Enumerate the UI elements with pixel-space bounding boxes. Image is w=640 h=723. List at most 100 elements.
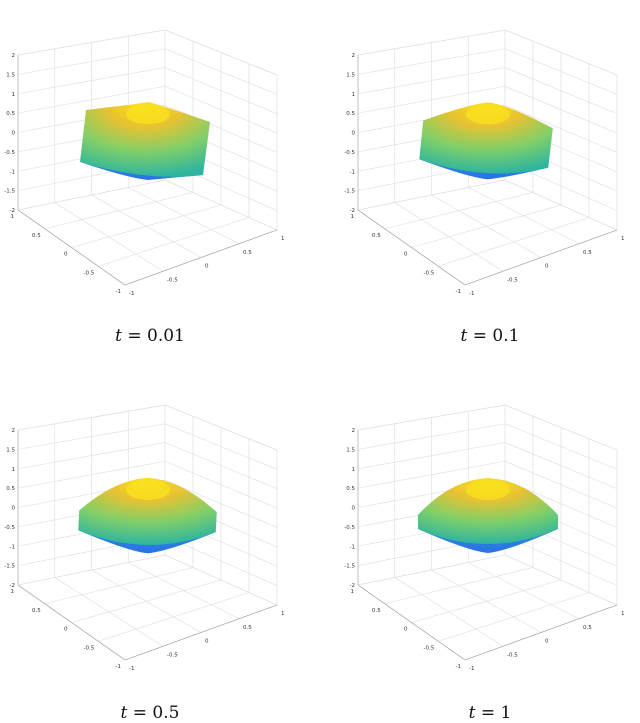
z-tick-label: -0.5 xyxy=(344,525,355,531)
z-tick-label: 2 xyxy=(352,428,356,434)
z-tick-label: 0.5 xyxy=(6,111,15,117)
surface-top xyxy=(80,102,210,177)
z-tick-label: -1.5 xyxy=(4,564,15,570)
z-tick-label: 0 xyxy=(352,506,356,512)
caption-4: t = 1 xyxy=(340,703,640,723)
z-tick-label: 2 xyxy=(12,53,16,59)
z-tick-label: -2 xyxy=(350,583,355,589)
z-tick-label: -2 xyxy=(350,208,355,214)
z-tick-label: 1.5 xyxy=(6,72,15,78)
caption-3-value: = 0.5 xyxy=(132,703,180,723)
y-tick-label: 0 xyxy=(404,252,408,258)
x-tick-label: -0.5 xyxy=(167,277,178,283)
y-tick-label: 0 xyxy=(404,627,408,633)
y-tick-label: 0.5 xyxy=(32,608,41,614)
z-tick-label: -1.5 xyxy=(344,564,355,570)
y-tick-label: 0 xyxy=(64,252,68,258)
z-tick-label: 0.5 xyxy=(346,486,355,492)
z-tick-label: -2 xyxy=(10,208,15,214)
z-tick-label: 2 xyxy=(352,53,356,59)
z-tick-label: -1.5 xyxy=(4,189,15,195)
plot-panel-3: 2 1.5 1 0.5 0 -0.5 -1 -1.5 -2 1 0.5 0 -0.5 -1 -1 -0.5 0 0… xyxy=(4,404,305,705)
surface-plot-2: 21.510.50-0.5-1-1.5-210.50-0.5-1 -1-0.500… xyxy=(344,29,625,297)
surface-highlight xyxy=(126,104,170,124)
y-tick-label: 0.5 xyxy=(32,233,41,239)
caption-2-value: = 0.1 xyxy=(472,326,520,346)
surface-highlight xyxy=(466,104,510,125)
z-tick-label: 1 xyxy=(12,92,16,98)
z-tick-label: -0.5 xyxy=(4,525,15,531)
surface xyxy=(418,478,558,553)
x-tick-label: 0 xyxy=(545,264,549,270)
x-tick-label: -0.5 xyxy=(507,277,518,283)
x-tick-label: 1 xyxy=(281,236,285,242)
z-tick-label: -1 xyxy=(10,544,15,550)
x-tick-label: 0.5 xyxy=(243,625,252,631)
x-tick-label: 1 xyxy=(621,611,625,617)
z-tick-label: -1 xyxy=(10,169,15,175)
z-tick-label: 1 xyxy=(12,467,16,473)
z-tick-label: 0 xyxy=(12,131,16,137)
surface xyxy=(80,102,210,180)
y-tick-label: -1 xyxy=(116,289,121,295)
y-tick-label: 1 xyxy=(11,589,15,595)
surface-highlight xyxy=(126,479,170,500)
caption-3-var: t xyxy=(120,703,128,723)
y-tick-label: -1 xyxy=(116,664,121,670)
caption-3: t = 0.5 xyxy=(0,703,300,723)
surface-plot-1: 21.510.50-0.5-1-1.5-210.50-0.5-1 -1-0.500… xyxy=(4,29,285,297)
y-tick-label: 1 xyxy=(11,214,15,220)
x-tick-label: -1 xyxy=(469,666,474,672)
surface-plot-3: 21.510.50-0.5-1-1.5-210.50-0.5-1 -1-0.500… xyxy=(4,404,285,672)
x-tick-label: 0.5 xyxy=(583,625,592,631)
y-tick-label: -0.5 xyxy=(424,645,435,651)
caption-2-var: t xyxy=(460,326,468,346)
plot-panel-2: 2 1.5 1 0.5 0 -0.5 -1 -1.5 -2 1 0.5 0 -0.5 -1 -1 -0.5 0 0… xyxy=(344,29,640,330)
x-tick-label: 0 xyxy=(205,639,209,645)
z-tick-label: 0 xyxy=(352,131,356,137)
y-tick-label: 1 xyxy=(351,589,355,595)
y-tick-label: 0.5 xyxy=(372,608,381,614)
y-tick-label: 0 xyxy=(64,627,68,633)
surface-top xyxy=(78,477,217,545)
y-tick-label: -1 xyxy=(456,289,461,295)
surface-highlight xyxy=(466,480,510,500)
y-tick-label: 0.5 xyxy=(372,233,381,239)
z-tick-label: -0.5 xyxy=(344,150,355,156)
caption-1: t = 0.01 xyxy=(0,326,300,346)
x-tick-label: 1 xyxy=(281,611,285,617)
z-tick-label: 0.5 xyxy=(6,486,15,492)
y-tick-label: -0.5 xyxy=(424,270,435,276)
z-tick-label: 1.5 xyxy=(346,447,355,453)
y-tick-label: 1 xyxy=(351,214,355,220)
caption-2: t = 0.1 xyxy=(340,326,640,346)
x-tick-label: -0.5 xyxy=(507,652,518,658)
z-tick-label: 2 xyxy=(12,428,16,434)
z-tick-label: 1.5 xyxy=(346,72,355,78)
caption-4-value: = 1 xyxy=(480,703,512,723)
z-tick-label: -1 xyxy=(350,169,355,175)
x-tick-label: -0.5 xyxy=(167,652,178,658)
z-tick-label: 1 xyxy=(352,92,356,98)
x-tick-label: 0.5 xyxy=(243,250,252,256)
surface-plot-4: 21.510.50-0.5-1-1.5-210.50-0.5-1 -1-0.500… xyxy=(344,404,625,672)
x-tick-label: -1 xyxy=(129,291,134,297)
z-tick-label: 0.5 xyxy=(346,111,355,117)
z-tick-label: -1 xyxy=(350,544,355,550)
z-tick-label: -1.5 xyxy=(344,189,355,195)
plot-panel-4: 2 1.5 1 0.5 0 -0.5 -1 -1.5 -2 1 0.5 0 -0.5 -1 -1 -0.5 0 0… xyxy=(344,404,640,705)
x-tick-label: 1 xyxy=(621,236,625,242)
x-tick-label: -1 xyxy=(469,291,474,297)
surface-top xyxy=(419,102,553,174)
caption-1-value: = 0.01 xyxy=(127,326,185,346)
x-tick-label: 0.5 xyxy=(583,250,592,256)
caption-4-var: t xyxy=(468,703,476,723)
z-tick-label: -0.5 xyxy=(4,150,15,156)
surface-top xyxy=(418,478,558,544)
x-tick-label: 0 xyxy=(545,639,549,645)
surface xyxy=(78,477,217,554)
y-tick-label: -0.5 xyxy=(84,270,95,276)
z-tick-label: -2 xyxy=(10,583,15,589)
x-tick-label: 0 xyxy=(205,264,209,270)
z-tick-label: 1.5 xyxy=(6,447,15,453)
